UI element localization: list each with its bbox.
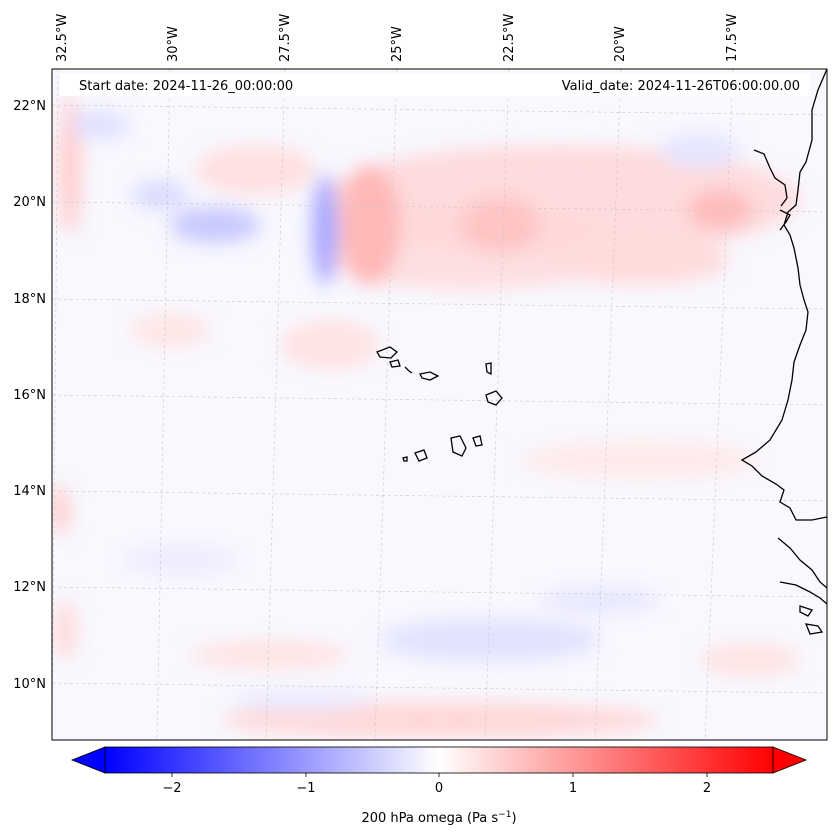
latitude-labels: 22°N 20°N 18°N 16°N 14°N 12°N 10°N (13, 99, 46, 692)
lat-label: 14°N (13, 484, 46, 499)
colorbar-tick-label: 0 (435, 781, 443, 796)
lat-label: 18°N (13, 292, 46, 307)
colorbar-tick-label: −1 (296, 781, 315, 796)
lat-label: 10°N (13, 677, 46, 692)
africa-coastline (740, 69, 827, 521)
valid-date-text: Valid_date: 2024-11-26T06:00:00.00 (562, 79, 800, 94)
lat-label: 22°N (13, 99, 46, 114)
lat-label: 16°N (13, 388, 46, 403)
lon-label: 22.5°W (502, 14, 517, 62)
header-strip (60, 74, 810, 96)
gridlines (52, 69, 827, 740)
map-panel: Start date: 2024-11-26_00:00:00 Valid_da… (51, 68, 828, 741)
colorbar-tick-label: 2 (703, 781, 711, 796)
colorbar: −2 −1 0 1 2 200 hPa omega (Pa s−1) (70, 746, 808, 826)
lon-label: 20°W (613, 26, 628, 62)
colorbar-tick-label: 1 (569, 781, 577, 796)
cape-verde-islands (376, 346, 399, 359)
omega-field (52, 95, 800, 738)
lon-label: 32.5°W (55, 14, 70, 62)
colorbar-tick-label: −2 (162, 781, 181, 796)
longitude-labels: 32.5°W 30°W 27.5°W 25°W 22.5°W 20°W 17.5… (55, 14, 740, 62)
colorbar-extend-low (70, 746, 106, 774)
lat-label: 20°N (13, 195, 46, 210)
start-date-text: Start date: 2024-11-26_00:00:00 (79, 79, 293, 94)
lon-label: 27.5°W (278, 14, 293, 62)
lat-label: 12°N (13, 580, 46, 595)
map-frame (51, 68, 828, 741)
colorbar-body (104, 746, 774, 774)
lon-label: 17.5°W (725, 14, 740, 62)
colorbar-extend-high (772, 746, 808, 774)
lon-label: 30°W (166, 26, 181, 62)
coastlines (376, 69, 827, 635)
colorbar-label: 200 hPa omega (Pa s−1) (361, 810, 516, 826)
lon-label: 25°W (390, 26, 405, 62)
